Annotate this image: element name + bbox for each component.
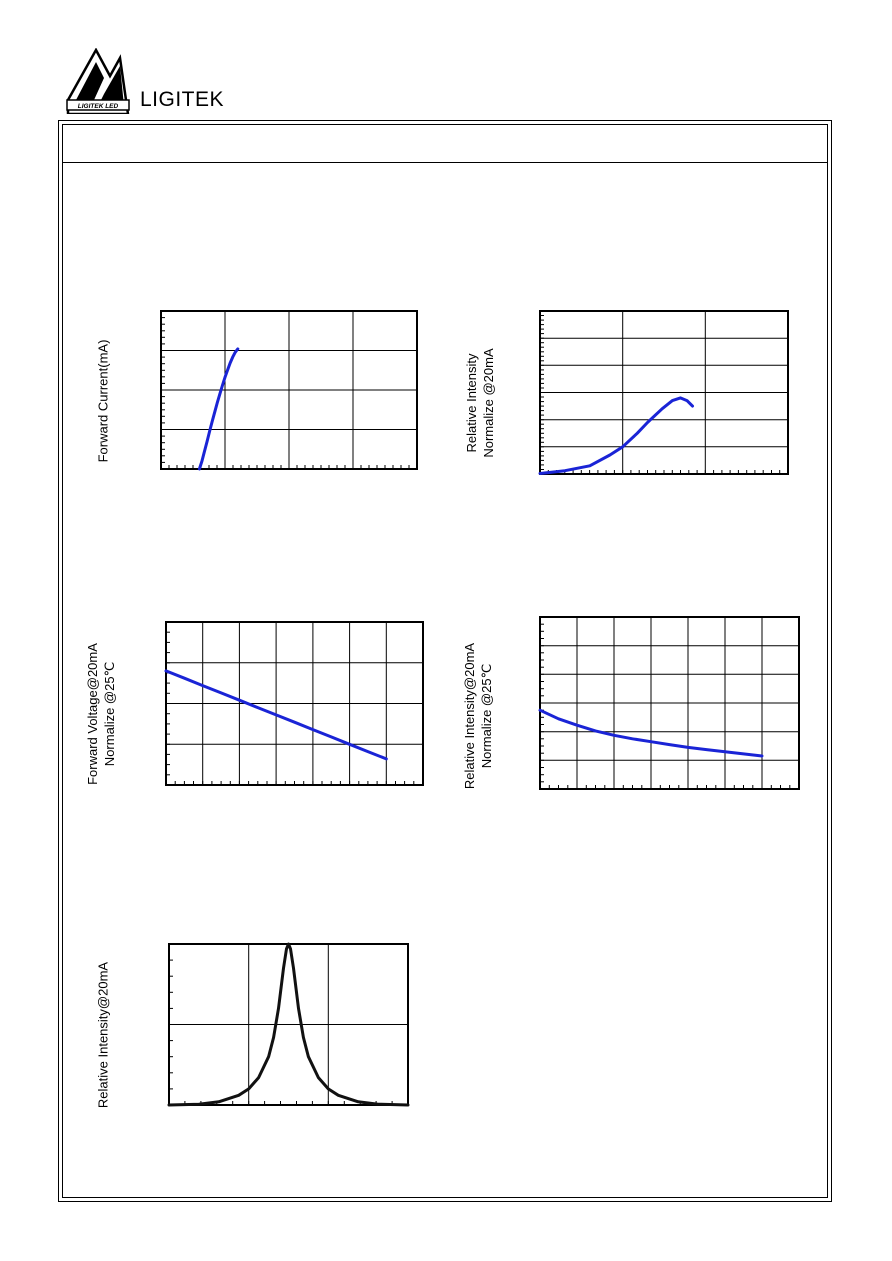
chart5-ylabel: Relative Intensity@20mA <box>95 961 111 1109</box>
chart4-ylabel: Relative Intensity@20mA Normalize @25℃ <box>462 642 494 790</box>
chart2-ylabel: Relative Intensity Normalize @20mA <box>464 348 496 458</box>
series-line <box>167 942 410 1107</box>
chart3-ylabel: Forward Voltage@20mA Normalize @25℃ <box>85 643 117 785</box>
chart1-ylabel: Forward Current(mA) <box>95 339 111 463</box>
spectrum-chart <box>167 942 410 1107</box>
plot-frame <box>539 310 789 475</box>
forward-current-chart <box>160 310 418 471</box>
relative-intensity-current-chart <box>538 310 789 475</box>
series-line <box>164 669 388 761</box>
page-frame-outer <box>58 120 832 1202</box>
series-line <box>538 396 694 475</box>
series-line <box>197 347 240 471</box>
brand-name: LIGITEK <box>140 88 225 111</box>
plot-frame <box>165 621 424 786</box>
plot-frame <box>160 310 418 470</box>
forward-voltage-temperature-chart <box>164 621 424 786</box>
series-line <box>538 708 764 758</box>
ligitek-logo: LIGITEK LED <box>66 48 130 114</box>
page-frame-inner <box>62 124 828 1198</box>
header-divider <box>62 162 828 163</box>
plot-frame <box>539 616 800 790</box>
relative-intensity-temperature-chart <box>538 616 800 790</box>
logo-text: LIGITEK LED <box>78 103 119 110</box>
